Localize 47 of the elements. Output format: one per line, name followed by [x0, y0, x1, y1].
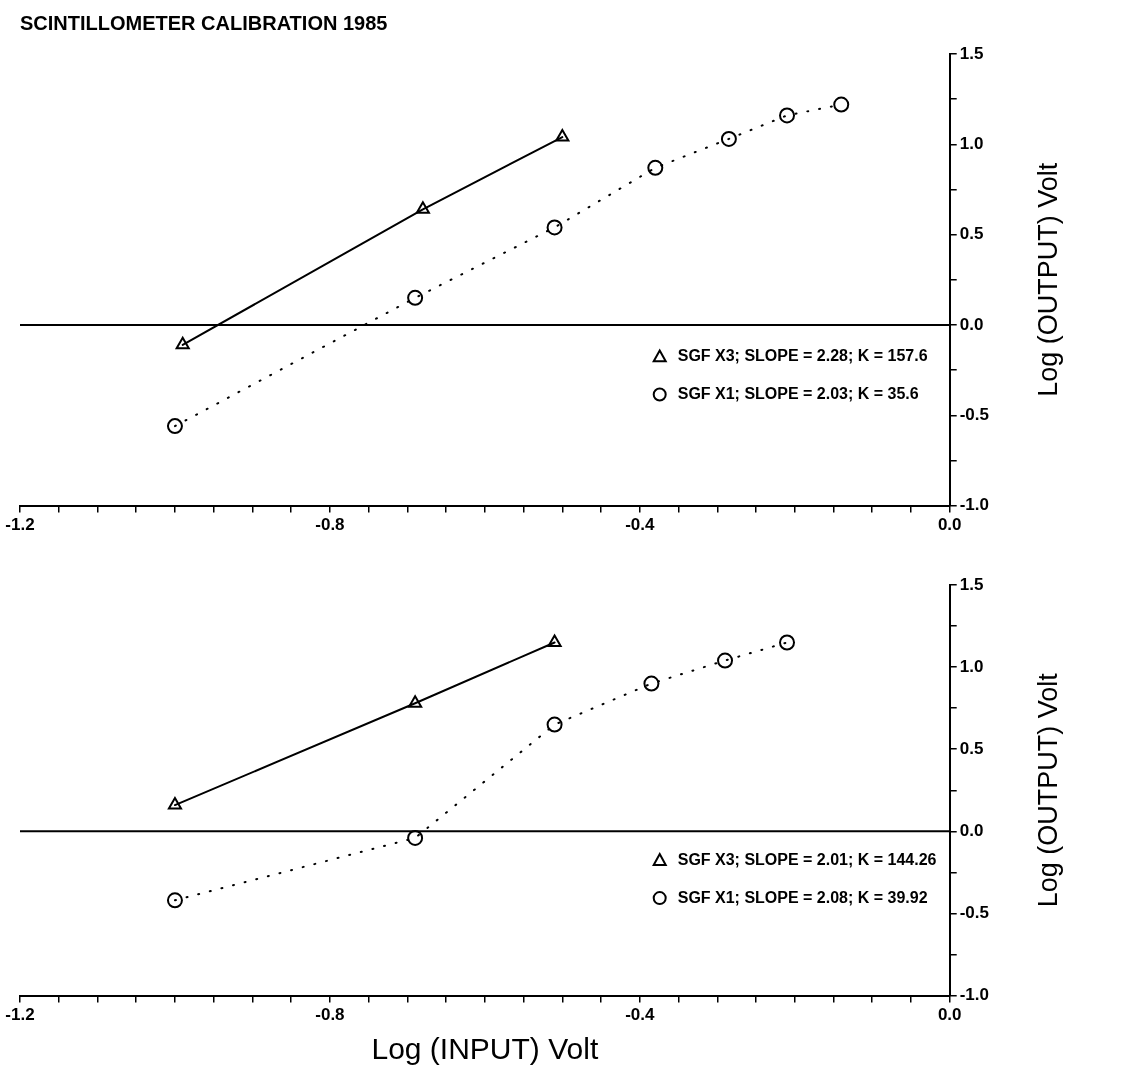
x-tick-label: -0.8	[315, 1005, 345, 1025]
x-tick-label: -0.8	[315, 515, 345, 535]
x-tick-label: -0.4	[625, 515, 655, 535]
y-tick-label: 1.0	[959, 656, 984, 676]
legend-label: SGF X1; SLOPE = 2.03; K = 35.6	[677, 384, 919, 402]
point	[546, 716, 563, 733]
y-tick-label: 1.5	[959, 574, 984, 594]
point	[166, 892, 183, 909]
point	[407, 289, 424, 306]
point	[408, 695, 423, 708]
point	[647, 159, 664, 176]
legend-label: SGF X3; SLOPE = 2.28; K = 157.6	[677, 346, 928, 364]
y-tick-label: -0.5	[959, 404, 989, 424]
chart-title: SCINTILLOMETER CALIBRATION 1985	[20, 11, 388, 34]
point	[407, 829, 424, 846]
x-tick-label: 0.0	[937, 1005, 962, 1025]
point	[833, 96, 850, 113]
y-tick-label: 1.5	[959, 43, 984, 63]
point	[555, 129, 570, 142]
legend-label: SGF X1; SLOPE = 2.08; K = 39.92	[677, 888, 928, 906]
y-tick-label: -0.5	[959, 903, 989, 923]
x-tick-label: -1.2	[5, 515, 35, 535]
y-tick-label: 0.0	[959, 821, 984, 841]
y-tick-label: 0.5	[959, 224, 984, 244]
point	[643, 675, 660, 692]
y-tick-label: 0.5	[959, 738, 984, 758]
point	[779, 107, 796, 124]
point	[166, 418, 183, 435]
point	[415, 201, 430, 214]
x-axis-title: Log (INPUT) Volt	[371, 1032, 599, 1066]
point	[547, 634, 562, 647]
point	[720, 130, 737, 147]
y-axis-title: Log (OUTPUT) Volt	[1033, 672, 1064, 908]
point	[175, 336, 190, 350]
point	[546, 219, 563, 236]
y-tick-label: 1.0	[959, 134, 984, 154]
x-tick-label: -0.4	[625, 1005, 655, 1025]
point	[167, 797, 183, 810]
point	[779, 634, 796, 651]
legend-label: SGF X3; SLOPE = 2.01; K = 144.26	[677, 850, 937, 868]
y-axis-title: Log (OUTPUT) Volt	[1033, 162, 1064, 397]
point	[717, 652, 734, 669]
y-tick-label: -1.0	[959, 495, 989, 515]
x-tick-label: -1.2	[5, 1005, 35, 1025]
x-tick-label: 0.0	[937, 515, 962, 535]
y-tick-label: -1.0	[959, 985, 989, 1005]
y-tick-label: 0.0	[959, 314, 984, 334]
